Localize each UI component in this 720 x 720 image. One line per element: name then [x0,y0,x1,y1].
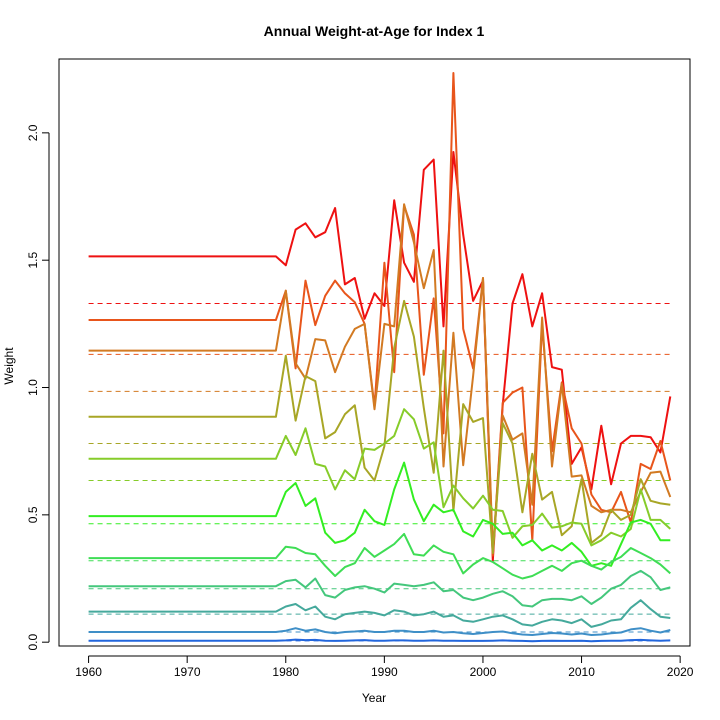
y-tick-label: 1.0 [26,379,40,396]
series-line-2 [88,72,672,557]
plot-area [88,72,672,643]
series-line-6 [88,461,671,567]
y-axis: 0.0 0.5 1.0 1.5 2.0 [26,124,50,651]
x-tick-label: 1990 [371,665,398,679]
series-line-11 [88,638,671,643]
x-tick-label: 2010 [568,665,595,679]
series-line-9 [88,599,671,628]
x-tick-label: 1980 [272,665,299,679]
plot-frame [58,58,691,647]
series-line-10 [88,627,671,636]
series-line-1 [88,151,672,562]
series-line-7 [88,532,671,580]
y-tick-label: 2.0 [26,124,40,141]
x-tick-label: 1960 [75,665,102,679]
series-line-3 [88,203,672,552]
series-line-4 [88,299,671,554]
y-axis-label: Weight [2,347,16,385]
x-tick-label: 2000 [470,665,497,679]
series-line-5 [88,408,671,547]
chart-title: Annual Weight-at-Age for Index 1 [264,23,485,39]
x-tick-label: 2020 [667,665,694,679]
series-line-8 [88,569,671,608]
x-axis-label: Year [362,691,386,705]
x-tick-label: 1970 [174,665,201,679]
y-tick-label: 1.5 [26,252,40,269]
y-tick-label: 0.5 [26,506,40,523]
y-tick-label: 0.0 [26,634,40,651]
x-axis: 1960 1970 1980 1990 2000 2010 2020 [75,655,694,679]
